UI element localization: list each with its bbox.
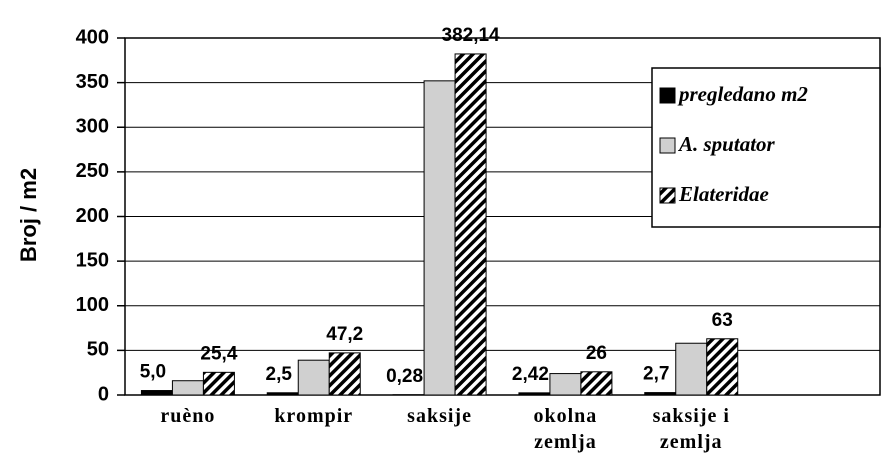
bar — [644, 392, 677, 396]
x-tick-label: okolna zemlja — [533, 405, 598, 453]
y-tick-label: 0 — [98, 383, 109, 405]
bar — [706, 338, 739, 396]
y-tick-label: 350 — [76, 71, 109, 93]
legend-box — [651, 67, 881, 228]
bar — [675, 342, 708, 396]
x-tick-label: saksije i zemlja — [652, 405, 730, 453]
x-tick-label: krompir — [274, 405, 354, 427]
bar — [454, 53, 487, 396]
legend-label: pregledano m2 — [677, 82, 808, 106]
y-tick-label: 50 — [87, 339, 109, 361]
y-tick-label: 100 — [76, 294, 109, 316]
legend-swatch — [659, 187, 676, 204]
bar — [518, 392, 551, 396]
data-label: 2,42 — [512, 364, 549, 385]
data-label: 0,28 — [386, 366, 423, 387]
legend-swatch — [659, 137, 676, 154]
bar — [423, 80, 456, 396]
bar — [266, 392, 299, 396]
x-tick-label: saksije — [407, 405, 472, 427]
bar — [140, 390, 173, 396]
data-label: 5,0 — [140, 362, 166, 383]
data-label: 2,7 — [643, 364, 669, 385]
data-label: 25,4 — [200, 343, 237, 364]
bar — [202, 371, 235, 396]
y-tick-label: 200 — [76, 205, 109, 227]
x-tick-label: ruèno — [160, 405, 216, 427]
y-tick-label: 150 — [76, 249, 109, 271]
bar — [580, 371, 613, 396]
bar — [549, 373, 582, 396]
bar — [171, 380, 204, 396]
data-label: 26 — [586, 343, 607, 364]
data-label: 63 — [712, 310, 733, 331]
data-label: 2,5 — [266, 364, 293, 385]
data-label: 382,14 — [442, 25, 501, 46]
y-tick-label: 300 — [76, 116, 109, 138]
data-label: 47,2 — [326, 324, 363, 345]
y-tick-label: 250 — [76, 160, 109, 182]
y-tick-label: 400 — [76, 26, 109, 48]
legend-label: Elateridae — [678, 182, 769, 206]
legend-label: A. sputator — [677, 132, 776, 156]
legend-swatch — [659, 87, 676, 104]
bar — [328, 352, 361, 396]
bar — [297, 359, 330, 396]
y-axis-label: Broj / m2 — [16, 168, 41, 262]
